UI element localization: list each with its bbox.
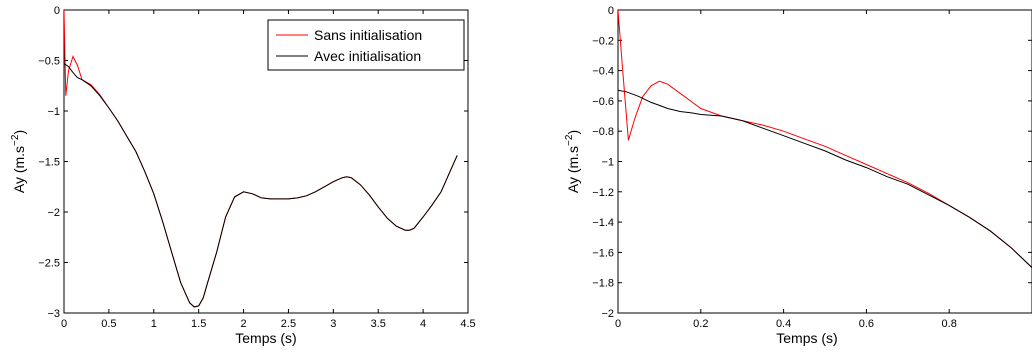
legend-entry: Avec initialisation	[314, 48, 421, 64]
y-tick-label: −2	[47, 207, 60, 219]
y-tick-label: −2	[601, 308, 614, 320]
x-tick-label: 1	[151, 318, 157, 330]
plot-frame	[617, 9, 1032, 314]
x-tick-label: 3.5	[371, 318, 386, 330]
x-tick-label: 0.2	[693, 318, 708, 330]
y-tick-label: −1	[47, 106, 60, 118]
y-tick-label: −1.8	[592, 278, 614, 290]
y-tick-label: −0.5	[38, 56, 60, 68]
y-tick-label: −0.4	[592, 66, 614, 78]
x-tick-label: 3	[330, 318, 336, 330]
y-tick-label: −0.6	[592, 96, 614, 108]
y-tick-label: 0	[608, 5, 614, 17]
x-tick-label: 2	[240, 318, 246, 330]
legend-box	[267, 19, 465, 71]
x-tick-label: 0.5	[101, 318, 116, 330]
x-tick-label: 1.5	[191, 318, 206, 330]
y-axis-label: Ay (m.s−2)	[564, 130, 581, 193]
x-tick-label: 4	[420, 318, 426, 330]
y-tick-label: −1.4	[592, 217, 614, 229]
legend: Sans initialisation Avec initialisation	[267, 19, 465, 71]
x-tick-label: 0.6	[859, 318, 874, 330]
y-tick-label: −1	[601, 157, 614, 169]
y-tick-label: −0.8	[592, 126, 614, 138]
y-tick-label: −0.2	[592, 35, 614, 47]
legend-entry: Sans initialisation	[314, 27, 422, 43]
y-tick-label: −2.5	[38, 258, 60, 270]
x-tick-label: 0.8	[942, 318, 957, 330]
x-axis-label: Temps (s)	[235, 330, 296, 346]
y-tick-label: −1.6	[592, 247, 614, 259]
x-tick-label: 0	[61, 318, 67, 330]
chart-2: 0 0.2 0.4 0.6 0.8 0 −0.2 −0.4 −0.6 −0.8 −1 −1.2 −1.4…	[564, 5, 1032, 346]
y-tick-label: −1.2	[592, 187, 614, 199]
x-axis-label: Temps (s)	[776, 330, 837, 346]
series-line-avec-initialisation	[64, 63, 458, 308]
y-tick-label: −3	[47, 308, 60, 320]
y-axis-label: Ay (m.s−2)	[10, 130, 27, 193]
series-line-avec-initialisation	[618, 89, 1032, 268]
y-tick-label: −1.5	[38, 157, 60, 169]
series-line-sans-initialisation	[618, 10, 1032, 268]
y-tick-label: 0	[54, 5, 60, 17]
x-tick-label: 0	[615, 318, 621, 330]
x-tick-label: 2.5	[281, 318, 296, 330]
x-tick-label: 4.5	[460, 318, 475, 330]
chart-1: 0 0.5 1 1.5 2 2.5 3 3.5 4 4.5 0 −0.5 −1 −1.5 −2 −2.5 −3 T…	[10, 5, 476, 346]
x-tick-label: 0.4	[776, 318, 791, 330]
